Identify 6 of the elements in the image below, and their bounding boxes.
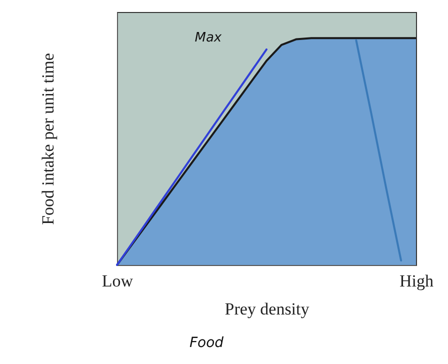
y-axis-title: Food intake per unit time — [38, 53, 58, 225]
annotation: Max — [194, 30, 222, 46]
x-tick-label: High — [400, 272, 434, 290]
x-tick-label: Low — [102, 272, 134, 290]
text: Food — [189, 335, 224, 351]
x-axis-title: Prey density — [224, 300, 310, 318]
